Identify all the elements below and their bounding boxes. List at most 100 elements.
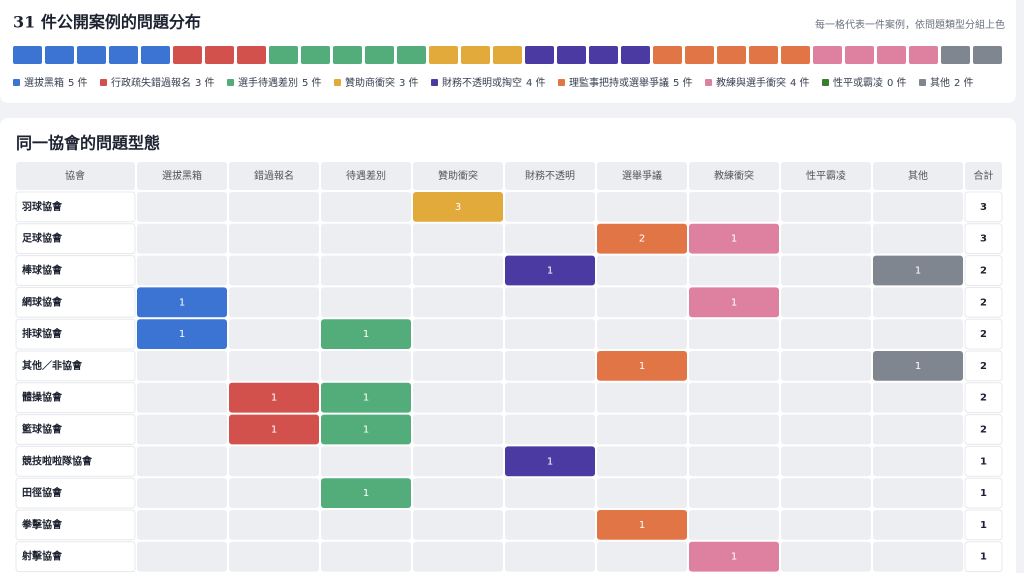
empty-cell	[321, 287, 411, 318]
empty-cell	[505, 351, 595, 381]
header-cell	[413, 162, 503, 190]
waffle-cell	[45, 46, 74, 64]
legend-label: 教練與選手衝突	[716, 76, 786, 89]
waffle-cell	[365, 46, 394, 64]
empty-cell	[781, 319, 871, 349]
empty-cell	[781, 541, 871, 572]
empty-cell	[505, 319, 595, 349]
total-cell	[964, 414, 1003, 445]
heat-cell	[873, 351, 963, 381]
empty-cell	[597, 414, 687, 445]
total-cell	[964, 445, 1003, 477]
row-label: 體操協會	[22, 391, 63, 404]
row-cell	[15, 445, 136, 477]
row-cell	[15, 286, 136, 318]
waffle-cell	[173, 46, 202, 64]
waffle-cell	[557, 46, 586, 64]
legend-label: 贊助商衝突	[345, 76, 395, 89]
row-total: 2	[980, 266, 987, 277]
legend-label: 行政疏失錯過報名	[111, 76, 191, 89]
header-cell	[229, 162, 319, 190]
empty-cell	[597, 192, 687, 222]
legend-label: 財務不透明或掏空	[442, 76, 522, 89]
empty-cell	[229, 478, 319, 508]
empty-cell	[873, 446, 963, 477]
header-cell	[137, 162, 227, 190]
empty-cell	[321, 351, 411, 381]
heat-cell	[689, 223, 779, 254]
empty-cell	[505, 223, 595, 254]
empty-cell	[321, 223, 411, 254]
empty-cell	[229, 192, 319, 222]
empty-cell	[781, 287, 871, 318]
total-cell	[964, 509, 1003, 541]
row-cell	[15, 414, 136, 445]
empty-cell	[137, 382, 227, 413]
empty-cell	[781, 446, 871, 477]
row-total: 2	[980, 361, 987, 372]
empty-cell	[505, 192, 595, 222]
empty-cell	[413, 414, 503, 445]
empty-cell	[873, 223, 963, 254]
empty-cell	[229, 223, 319, 254]
legend-swatch	[13, 79, 20, 86]
cell-value: 1	[547, 456, 553, 467]
total-cell	[964, 477, 1003, 509]
column-header: 性平霸凌	[806, 169, 846, 182]
total-cell	[964, 318, 1003, 350]
heat-cell	[689, 287, 779, 318]
row-total: 1	[980, 456, 987, 467]
legend-count: 3 件	[399, 77, 419, 89]
empty-cell	[321, 446, 411, 477]
empty-cell	[689, 192, 779, 222]
waffle-cell	[749, 46, 778, 64]
empty-cell	[413, 382, 503, 413]
empty-cell	[505, 287, 595, 318]
cell-value: 1	[639, 520, 645, 531]
empty-cell	[873, 510, 963, 540]
empty-cell	[137, 478, 227, 508]
empty-cell	[137, 446, 227, 477]
empty-cell	[597, 478, 687, 508]
legend-swatch	[334, 79, 341, 86]
empty-cell	[873, 382, 963, 413]
empty-cell	[781, 255, 871, 286]
column-header: 選舉爭議	[622, 169, 662, 182]
heat-cell	[597, 351, 687, 381]
row-total: 3	[980, 202, 987, 213]
legend-label: 理監事把持或選舉爭議	[569, 76, 669, 89]
waffle-cell	[973, 46, 1002, 64]
heat-cell	[321, 478, 411, 508]
cell-value: 1	[363, 329, 369, 340]
empty-cell	[137, 351, 227, 381]
empty-cell	[597, 319, 687, 349]
empty-cell	[137, 541, 227, 572]
empty-cell	[781, 510, 871, 540]
row-label: 排球協會	[22, 327, 63, 340]
empty-cell	[229, 541, 319, 572]
empty-cell	[229, 510, 319, 540]
row-label: 拳擊協會	[21, 518, 63, 531]
waffle-cell	[909, 46, 938, 64]
empty-cell	[137, 510, 227, 540]
heat-cell	[689, 541, 779, 572]
header-cell	[965, 162, 1002, 190]
empty-cell	[321, 192, 411, 222]
row-total: 1	[980, 552, 987, 563]
waffle-cell	[653, 46, 682, 64]
empty-cell	[689, 414, 779, 445]
row-cell	[15, 477, 136, 509]
empty-cell	[413, 287, 503, 318]
heat-cell	[597, 510, 687, 540]
waffle-cell	[685, 46, 714, 64]
empty-cell	[505, 414, 595, 445]
empty-cell	[505, 382, 595, 413]
chart-title: 同一協會的問題型態	[16, 134, 160, 153]
empty-cell	[873, 319, 963, 349]
header-cell	[505, 162, 595, 190]
row-label: 足球協會	[22, 232, 63, 245]
empty-cell	[781, 414, 871, 445]
empty-cell	[229, 287, 319, 318]
waffle-cell	[237, 46, 266, 64]
total-cell	[964, 191, 1003, 223]
